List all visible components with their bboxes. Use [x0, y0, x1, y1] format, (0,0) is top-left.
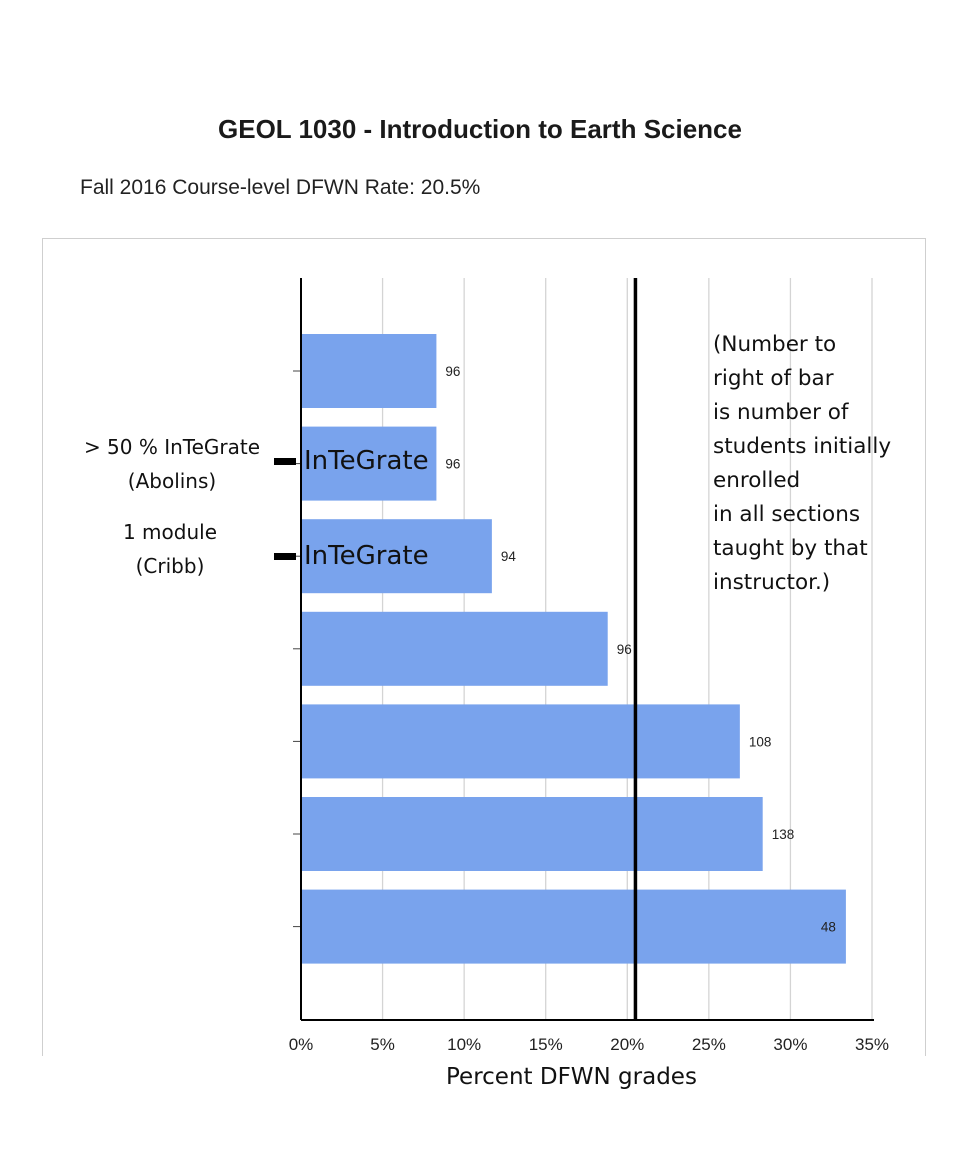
abolins-label-line1: > 50 % InTeGrate: [83, 435, 261, 459]
bar-value-label: 96: [445, 457, 460, 472]
bar-value-label: 96: [617, 642, 632, 657]
x-tick-label: 15%: [529, 1035, 563, 1054]
x-tick-label: 10%: [447, 1035, 481, 1054]
x-axis-title: Percent DFWN grades: [446, 1064, 697, 1090]
bar: [301, 797, 763, 871]
abolins-marker: [274, 458, 296, 465]
chart-subtitle: Fall 2016 Course-level DFWN Rate: 20.5%: [80, 176, 481, 199]
note-line: students initially: [713, 434, 892, 459]
abolins-label: > 50 % InTeGrate (Abolins): [70, 430, 274, 498]
cribb-label-line1: 1 module: [122, 520, 218, 544]
bar-value-label: 48: [821, 920, 836, 935]
note-line: is number of: [713, 400, 849, 425]
x-tick-label: 20%: [610, 1035, 644, 1054]
bar-value-label: 94: [501, 549, 517, 564]
bar: [301, 334, 437, 408]
cribb-label: 1 module (Cribb): [90, 515, 250, 583]
x-tick-label: 5%: [370, 1035, 395, 1054]
x-tick-label: 35%: [855, 1035, 889, 1054]
note-line: enrolled: [713, 468, 801, 493]
bar: [301, 889, 846, 964]
chart-frame: [42, 238, 926, 1056]
integrate-tag-abolins: InTeGrate: [304, 446, 429, 476]
x-tick-label: 0%: [289, 1035, 314, 1054]
note-line: (Number to: [713, 332, 837, 357]
note-line: taught by that: [713, 536, 868, 561]
cribb-marker: [274, 553, 296, 560]
bar: [301, 611, 608, 686]
cribb-label-line2: (Cribb): [135, 554, 205, 578]
bar: [301, 426, 437, 501]
note-line: right of bar: [713, 366, 834, 391]
note-line: in all sections: [713, 502, 861, 527]
note-line: instructor.): [713, 570, 831, 595]
bar-value-label: 96: [445, 364, 460, 379]
bar-value-label: 108: [749, 734, 772, 749]
abolins-label-line2: (Abolins): [127, 469, 217, 493]
bar: [301, 519, 492, 594]
bar-value-label: 138: [772, 827, 795, 842]
bar: [301, 704, 740, 779]
chart-title: GEOL 1030 - Introduction to Earth Scienc…: [218, 114, 742, 144]
x-tick-label: 30%: [773, 1035, 807, 1054]
x-tick-label: 25%: [692, 1035, 726, 1054]
integrate-tag-cribb: InTeGrate: [304, 541, 429, 571]
enrollment-note: (Number to right of bar is number of stu…: [713, 328, 953, 600]
